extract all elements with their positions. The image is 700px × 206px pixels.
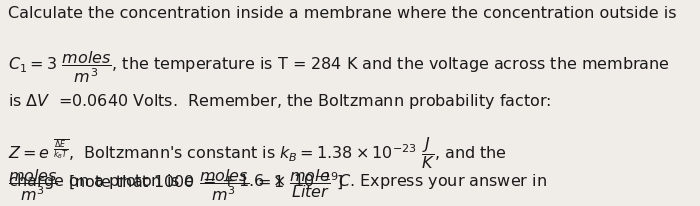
Text: charge on a proton is $e\ =+1.6\ \times\ 10^{-19}C$. Express your answer in: charge on a proton is $e\ =+1.6\ \times\…: [8, 170, 547, 192]
Text: $Z = e^{\ \overline{\frac{\Delta E}{k_BT}}}$,  Boltzmann's constant is $k_B = 1.: $Z = e^{\ \overline{\frac{\Delta E}{k_BT…: [8, 134, 507, 170]
Text: $\dfrac{moles}{m^3}\ $ [note that 1000 $\dfrac{moles}{m^3}\ = 1\ \dfrac{mole}{Li: $\dfrac{moles}{m^3}\ $ [note that 1000 $…: [8, 166, 344, 202]
Text: Calculate the concentration inside a membrane where the concentration outside is: Calculate the concentration inside a mem…: [8, 6, 677, 21]
Text: $C_1 =3\ \dfrac{moles}{m^3}$, the temperature is T = 284 K and the voltage acros: $C_1 =3\ \dfrac{moles}{m^3}$, the temper…: [8, 49, 671, 85]
Text: is $\Delta V\ $ =0.0640 Volts.  Remember, the Boltzmann probability factor:: is $\Delta V\ $ =0.0640 Volts. Remember,…: [8, 92, 552, 111]
